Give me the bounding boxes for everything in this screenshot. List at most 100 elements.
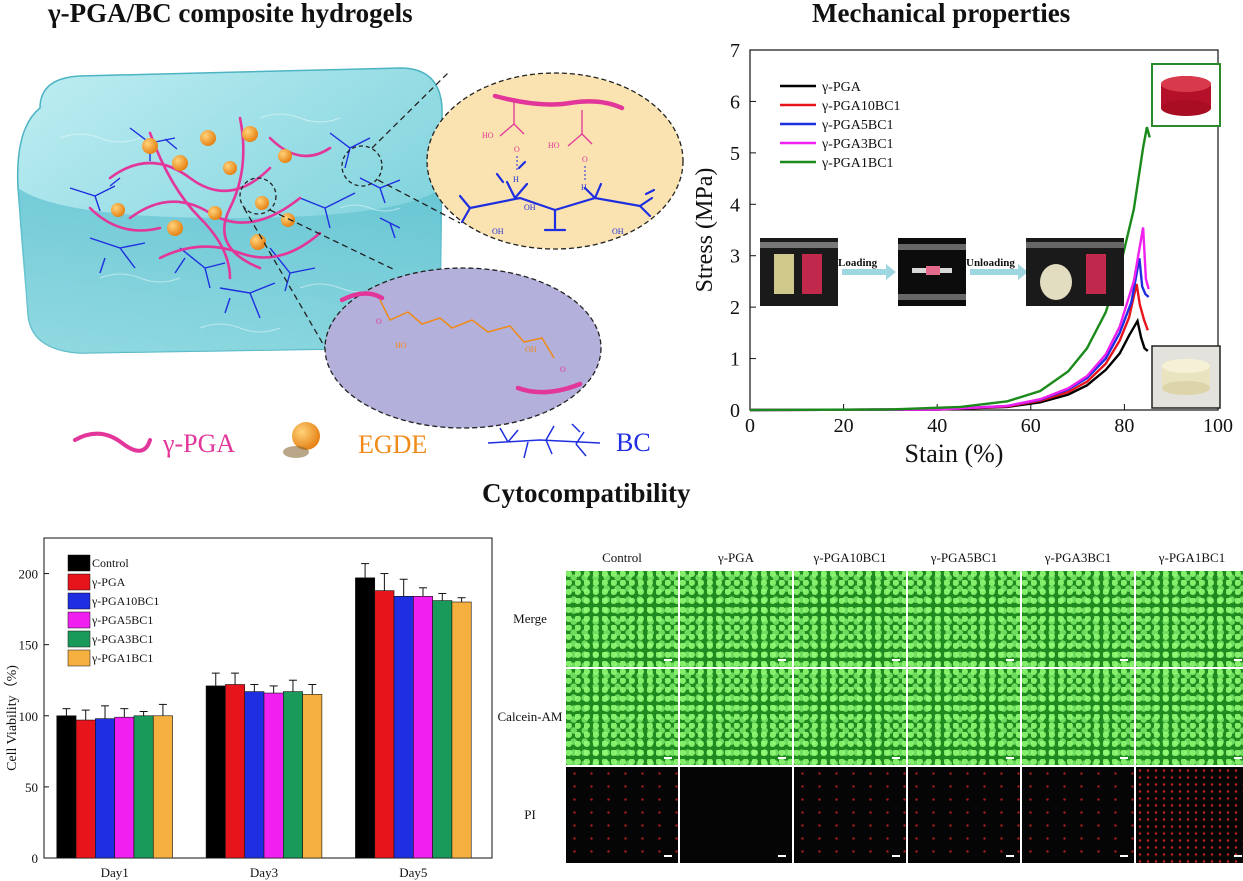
bar <box>75 719 96 859</box>
legend-label: γ-PGA3BC1 <box>821 137 894 152</box>
x-tick-label: 20 <box>834 415 854 437</box>
scale-bar <box>1234 757 1242 759</box>
bar <box>374 590 395 859</box>
zoom-hbond: HO HO O O H H OH OH OH <box>426 72 684 250</box>
svg-text:H: H <box>581 183 587 192</box>
svg-text:O: O <box>376 317 382 326</box>
bc-legend-label: BC <box>616 428 651 457</box>
zoom-connectors <box>243 72 461 357</box>
svg-text:HO: HO <box>395 341 407 350</box>
cytocompatibility-title: Cytocompatibility <box>482 478 691 508</box>
scale-bar <box>892 659 900 661</box>
micrograph <box>680 669 792 765</box>
scale-bar <box>1006 659 1014 661</box>
micrograph <box>908 767 1020 863</box>
x-axis-label: Stain (%) <box>905 439 1004 468</box>
column-header: γ-PGA <box>717 550 755 565</box>
x-tick-label: 60 <box>1021 415 1041 437</box>
legend-label: γ-PGA5BC1 <box>91 613 153 627</box>
y-tick-label: 0 <box>730 400 740 422</box>
y-axis-label: Cell Viability（%) <box>4 665 20 771</box>
scale-bar <box>1234 855 1242 857</box>
svg-text:HO: HO <box>482 131 494 140</box>
legend-label: γ-PGA3BC1 <box>91 632 153 646</box>
micrograph <box>680 767 792 863</box>
bar <box>152 715 173 859</box>
y-tick-label: 4 <box>730 194 740 216</box>
scale-bar <box>1120 659 1128 661</box>
scale-bar <box>664 855 672 857</box>
legend-label: γ-PGA10BC1 <box>91 594 159 608</box>
svg-text:O: O <box>514 145 520 154</box>
legend-label: γ-PGA1BC1 <box>91 651 153 665</box>
legend-swatch <box>67 611 91 629</box>
pga-legend-label: γ-PGA <box>162 429 235 458</box>
bar <box>56 715 77 859</box>
x-tick-label: 100 <box>1203 415 1233 437</box>
series-line-0 <box>749 317 1149 412</box>
y-tick-label: 50 <box>25 780 38 795</box>
mechanical-title: Mechanical properties <box>812 0 1071 28</box>
bar <box>355 577 376 859</box>
microscopy-grid: Control γ-PGA γ-PGA10BC1 γ-PGA5BC1 γ-PGA3BC1… <box>498 540 1243 870</box>
x-tick-label: 80 <box>1114 415 1134 437</box>
scale-bar <box>664 659 672 661</box>
scale-bar <box>1234 659 1242 661</box>
micrograph <box>680 571 792 667</box>
column-header: γ-PGA3BC1 <box>1044 550 1112 565</box>
inset-pale-cylinder <box>1151 345 1221 409</box>
category-label: Day1 <box>101 865 129 880</box>
inset-red-cylinder <box>1151 63 1221 127</box>
bar <box>263 692 284 859</box>
unloading-label: Unloading <box>966 257 1015 269</box>
bar <box>282 691 303 859</box>
egde-legend-icon <box>292 422 320 450</box>
scale-bar <box>778 855 786 857</box>
schematic-title: γ-PGA/BC composite hydrogels <box>48 0 413 28</box>
x-tick-label: 40 <box>927 415 947 437</box>
bar <box>133 715 154 859</box>
row-label: Calcein-AM <box>497 709 563 724</box>
legend-swatch <box>67 630 91 648</box>
bc-legend-icon <box>487 423 601 459</box>
micrograph <box>908 669 1020 765</box>
micrograph <box>566 571 678 667</box>
micrograph <box>794 571 906 667</box>
y-tick-label: 0 <box>32 851 39 866</box>
micrograph <box>1022 767 1134 863</box>
scale-bar <box>1006 855 1014 857</box>
svg-text:O: O <box>560 365 566 374</box>
y-tick-label: 2 <box>730 297 740 319</box>
y-axis-label: Stress (MPa) <box>692 168 718 293</box>
row-label: Merge <box>513 611 547 626</box>
bar <box>413 596 433 859</box>
y-tick-label: 200 <box>19 567 39 582</box>
bar <box>95 718 115 859</box>
column-header: Control <box>602 550 642 565</box>
micrograph <box>1136 571 1243 667</box>
legend-label: γ-PGA1BC1 <box>821 156 894 171</box>
scale-bar <box>778 659 786 661</box>
bar <box>302 694 323 859</box>
y-tick-label: 5 <box>730 143 740 165</box>
micrograph <box>794 767 906 863</box>
svg-text:OH: OH <box>524 203 536 212</box>
focus-circle-bottom <box>239 177 277 215</box>
scale-bar <box>1120 757 1128 759</box>
legend-swatch <box>67 554 91 572</box>
bar <box>432 600 453 859</box>
legend-label: γ-PGA5BC1 <box>821 118 894 133</box>
legend-swatch <box>67 649 91 667</box>
scale-bar <box>1120 855 1128 857</box>
micrograph <box>566 669 678 765</box>
series-line-4 <box>749 126 1151 412</box>
x-tick-label: 0 <box>745 415 755 437</box>
bar <box>393 596 414 859</box>
legend-label: Control <box>92 556 129 570</box>
svg-text:O: O <box>582 155 588 164</box>
micrograph <box>1136 767 1243 863</box>
micrograph <box>908 571 1020 667</box>
column-header: γ-PGA10BC1 <box>813 550 887 565</box>
micrograph <box>794 669 906 765</box>
svg-text:OH: OH <box>612 227 624 236</box>
